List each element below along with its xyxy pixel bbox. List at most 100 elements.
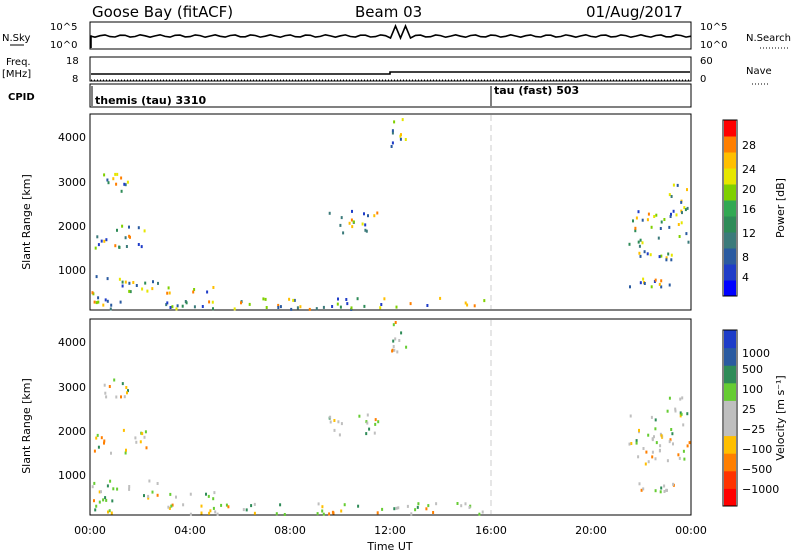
echo-cell xyxy=(660,279,663,283)
echo-cell xyxy=(205,492,207,496)
echo-cell xyxy=(660,254,663,258)
echo-cell xyxy=(337,297,339,301)
echo-cell xyxy=(279,503,282,507)
echo-cell xyxy=(245,508,248,512)
echo-cell xyxy=(93,449,96,453)
echo-cell xyxy=(93,499,95,503)
echo-cell xyxy=(668,440,671,444)
echo-cell xyxy=(140,245,143,249)
echo-cell xyxy=(391,348,394,352)
echo-cell xyxy=(654,278,657,282)
echo-cell xyxy=(94,508,97,512)
echo-cell xyxy=(275,512,278,516)
echo-cell xyxy=(132,281,135,284)
velocity-cbar-label: Velocity [m s⁻¹] xyxy=(774,375,787,460)
echo-cell xyxy=(141,287,144,291)
xtick-8: 08:00 xyxy=(274,524,306,537)
echo-cell xyxy=(400,331,403,335)
power-ylabel: Slant Range [km] xyxy=(20,174,33,270)
echo-cell xyxy=(103,173,106,177)
echo-cell xyxy=(147,494,150,498)
velocity-ylabel: Slant Range [km] xyxy=(20,378,33,474)
echo-cell xyxy=(376,511,379,515)
echo-cell xyxy=(189,492,192,496)
echo-cell xyxy=(404,138,407,141)
echo-cell xyxy=(638,482,641,486)
echo-cell xyxy=(666,488,668,492)
nsky-tick-top: 10^5 xyxy=(50,22,77,33)
power-cbar-swatch xyxy=(724,152,736,169)
echo-cell xyxy=(100,239,103,243)
echo-cell xyxy=(675,213,678,217)
echo-cell xyxy=(171,305,174,309)
echo-cell xyxy=(128,485,131,488)
power-ytick-4000: 4000 xyxy=(58,131,86,144)
vel-cbar-swatch xyxy=(724,330,736,349)
echo-cell xyxy=(329,420,332,424)
echo-cell xyxy=(124,183,127,187)
echo-cell xyxy=(288,297,291,301)
vel-cbar-swatch xyxy=(724,400,736,419)
echo-cell xyxy=(395,305,398,309)
echo-cell xyxy=(110,451,112,455)
echo-cell xyxy=(290,307,293,311)
echo-cell xyxy=(253,511,256,515)
echo-cell xyxy=(672,183,675,187)
echo-cell xyxy=(647,433,650,437)
echo-cell xyxy=(670,212,672,216)
echo-cell xyxy=(95,301,98,305)
echo-cell xyxy=(658,449,661,453)
echo-cell xyxy=(643,250,646,254)
echo-cell xyxy=(671,432,674,436)
echo-cell xyxy=(638,428,640,432)
freq-panel: Freq. [MHz] 18 8 60 0 Nave xyxy=(2,56,772,85)
echo-cell xyxy=(322,305,325,309)
echo-cell xyxy=(366,413,369,417)
echo-cell xyxy=(103,239,106,243)
echo-cell xyxy=(171,503,174,507)
echo-cell xyxy=(481,510,484,514)
echo-cell xyxy=(391,141,394,145)
power-cbar-swatch xyxy=(724,120,736,137)
echo-cell xyxy=(682,449,685,453)
echo-cell xyxy=(635,216,638,220)
echo-cell xyxy=(134,436,137,440)
echo-cell xyxy=(639,238,642,242)
echo-cell xyxy=(328,211,331,215)
nsky-label: N.Sky xyxy=(2,33,30,44)
echo-cell xyxy=(151,490,154,494)
vel-cbar-tick-100: 100 xyxy=(742,383,763,396)
echo-cell xyxy=(653,435,655,439)
echo-cell xyxy=(120,176,123,180)
echo-cell xyxy=(650,225,653,229)
nave-tick-bottom: 0 xyxy=(700,74,706,85)
beam-title: Beam 03 xyxy=(355,3,422,21)
echo-cell xyxy=(657,236,660,240)
echo-cell xyxy=(120,189,123,193)
vel-ytick-1000: 1000 xyxy=(58,469,86,482)
echo-cell xyxy=(93,300,96,304)
echo-cell xyxy=(393,348,396,352)
echo-cell xyxy=(666,409,669,413)
echo-cell xyxy=(253,502,256,506)
echo-cell xyxy=(126,180,129,184)
echo-cell xyxy=(399,137,402,141)
echo-cell xyxy=(676,183,679,187)
echo-cell xyxy=(97,243,100,247)
echo-cell xyxy=(137,243,140,246)
echo-cell xyxy=(135,440,138,444)
echo-cell xyxy=(380,303,383,306)
echo-cell xyxy=(646,252,649,256)
echo-cell xyxy=(181,304,184,308)
freq-trace xyxy=(91,71,690,75)
echo-cell xyxy=(651,455,654,459)
echo-cell xyxy=(340,509,343,513)
xtick-20: 20:00 xyxy=(575,524,607,537)
echo-cell xyxy=(151,287,154,291)
echo-cell xyxy=(104,298,107,302)
echo-cell xyxy=(214,510,217,514)
vel-cbar-tick-500: 500 xyxy=(742,363,763,376)
echo-cell xyxy=(659,490,662,494)
echo-cell xyxy=(637,210,640,214)
echo-cell xyxy=(351,225,354,229)
